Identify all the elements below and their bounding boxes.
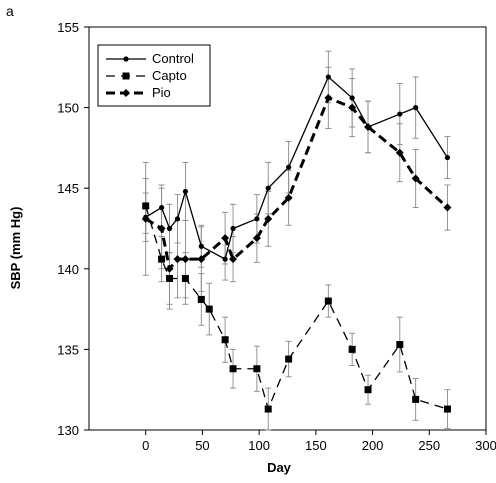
control-point	[413, 105, 419, 111]
capto-point	[158, 255, 166, 263]
legend-marker-capto	[122, 72, 130, 80]
pio-point	[284, 193, 293, 202]
error-bars	[142, 50, 451, 431]
control-point	[198, 243, 204, 249]
series-markers	[141, 74, 452, 413]
panel-label: a	[6, 3, 14, 19]
y-tick-label-150: 150	[57, 101, 79, 116]
pio-point	[411, 174, 420, 183]
pio-point	[395, 148, 404, 157]
capto-point	[197, 295, 205, 303]
x-tick-label-300: 300	[475, 438, 496, 453]
control-point	[166, 225, 173, 232]
y-tick-label-140: 140	[57, 262, 79, 277]
pio-point	[141, 214, 150, 223]
capto-point	[285, 355, 293, 363]
pio-point	[443, 203, 452, 212]
x-tick-label-200: 200	[362, 438, 384, 453]
pio-point	[364, 122, 373, 131]
capto-point	[142, 202, 150, 210]
y-axis: 130 135 140 145 150 155	[57, 20, 89, 438]
control-point	[286, 164, 292, 170]
legend-box	[97, 44, 211, 107]
x-tick-label-100: 100	[248, 438, 270, 453]
legend-marker-control	[123, 56, 129, 62]
legend-label-pio: Pio	[152, 85, 171, 100]
capto-point	[205, 305, 213, 313]
capto-point	[396, 341, 404, 349]
capto-point	[324, 297, 332, 305]
y-axis-title: SBP (mm Hg)	[8, 207, 23, 290]
capto-point	[229, 365, 237, 373]
y-tick-label-155: 155	[57, 20, 79, 35]
capto-point	[364, 386, 372, 394]
control-point	[349, 95, 355, 101]
legend-label-capto: Capto	[152, 68, 187, 83]
legend-item-capto: Capto	[106, 68, 187, 83]
pio-point	[264, 214, 273, 223]
pio-point	[348, 103, 357, 112]
y-tick-label-135: 135	[57, 342, 79, 357]
pio-point	[173, 255, 182, 264]
pio-point	[181, 255, 190, 264]
capto-point	[181, 274, 189, 282]
pio-point	[165, 264, 174, 273]
capto-point	[264, 405, 272, 413]
control-point	[158, 204, 165, 211]
control-point	[254, 216, 260, 222]
y-tick-label-145: 145	[57, 181, 79, 196]
control-point	[174, 216, 181, 222]
legend-marker-pio	[122, 89, 130, 97]
y-tick-label-130: 130	[57, 423, 79, 438]
x-axis-title: Day	[267, 460, 292, 475]
capto-point	[166, 274, 174, 282]
x-tick-label-250: 250	[418, 438, 440, 453]
legend: Control Capto Pio	[97, 44, 211, 107]
x-tick-label-0: 0	[142, 438, 149, 453]
capto-point	[348, 345, 356, 353]
capto-point	[253, 365, 261, 373]
pio-point	[324, 93, 333, 102]
x-tick-label-50: 50	[195, 438, 209, 453]
control-point	[222, 256, 228, 262]
capto-point	[443, 405, 451, 413]
pio-point	[252, 234, 261, 243]
control-point	[182, 188, 189, 195]
pio-point	[221, 234, 230, 243]
pio-point	[157, 224, 166, 233]
capto-point	[412, 395, 420, 403]
pio-point	[197, 255, 206, 264]
x-tick-label-150: 150	[305, 438, 327, 453]
control-point	[265, 185, 271, 191]
series-lines	[144, 76, 449, 410]
legend-label-control: Control	[152, 51, 194, 66]
legend-item-pio: Pio	[106, 85, 171, 100]
plot-frame	[88, 26, 487, 431]
control-point	[444, 154, 451, 161]
capto-point	[221, 336, 229, 344]
control-point	[325, 74, 331, 80]
control-point	[230, 225, 236, 232]
legend-item-control: Control	[106, 51, 194, 66]
control-point	[397, 111, 403, 117]
x-axis: 0 50 100 150 200 250 300	[142, 430, 496, 453]
pio-point	[229, 255, 238, 264]
capto-line	[145, 205, 448, 410]
